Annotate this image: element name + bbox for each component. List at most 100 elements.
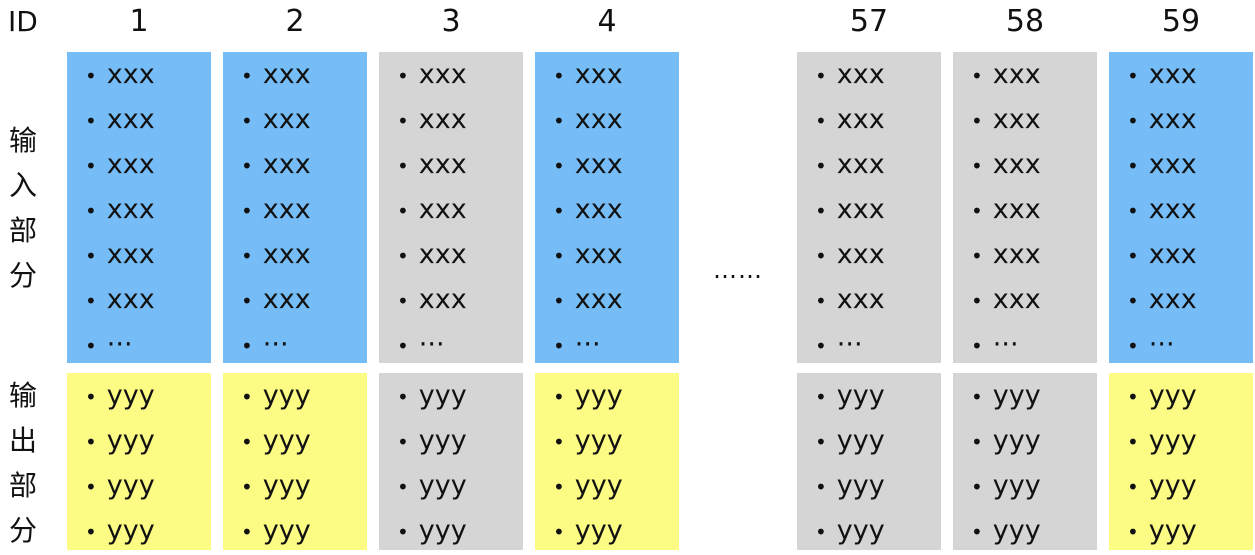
input-section-label: 输入部分 <box>0 118 46 298</box>
output-cell: • yyy • yyy • yyy • yyy <box>797 373 941 550</box>
input-item: • xxx <box>971 52 1041 97</box>
output-item-text: yyy <box>262 470 311 501</box>
output-item: • yyy <box>241 463 311 508</box>
input-item-text: xxx <box>418 239 467 270</box>
input-item-text: xxx <box>992 194 1041 225</box>
output-label-char: 部 <box>8 469 37 502</box>
input-label-char: 部 <box>8 214 37 247</box>
input-item: • xxx <box>241 97 311 142</box>
output-item: • yyy <box>85 508 155 553</box>
bullet-icon: • <box>397 334 409 358</box>
input-item: • xxx <box>553 187 623 232</box>
output-cell: • yyy • yyy • yyy • yyy <box>1109 373 1253 550</box>
input-item: • xxx <box>241 232 311 277</box>
bullet-icon: • <box>397 430 409 454</box>
input-item-text: xxx <box>836 149 885 180</box>
bullet-icon: • <box>1127 109 1139 133</box>
input-item: • xxx <box>397 187 467 232</box>
bullet-icon: • <box>971 430 983 454</box>
input-item: • xxx <box>553 52 623 97</box>
output-item-text: yyy <box>992 470 1041 501</box>
input-cell: • xxx • xxx • xxx • xxx • xxx • xxx • ··· <box>379 52 523 363</box>
bullet-icon: • <box>815 520 827 544</box>
bullet-icon: • <box>815 430 827 454</box>
bullet-icon: • <box>241 154 253 178</box>
output-item-text: yyy <box>262 515 311 546</box>
bullet-icon: • <box>85 385 97 409</box>
bullet-icon: • <box>1127 64 1139 88</box>
bullet-icon: • <box>971 109 983 133</box>
output-item: • yyy <box>553 463 623 508</box>
bullet-icon: • <box>815 334 827 358</box>
input-item-text: xxx <box>106 194 155 225</box>
input-item-text: xxx <box>1148 284 1197 315</box>
input-item-text: xxx <box>574 239 623 270</box>
output-item-text: yyy <box>1148 380 1197 411</box>
bullet-icon: • <box>971 244 983 268</box>
bullet-icon: • <box>1127 199 1139 223</box>
output-item: • yyy <box>241 508 311 553</box>
bullet-icon: • <box>241 244 253 268</box>
bullet-icon: • <box>85 334 97 358</box>
bullet-icon: • <box>553 64 565 88</box>
bullet-icon: • <box>1127 244 1139 268</box>
input-item: • xxx <box>553 232 623 277</box>
input-item: • xxx <box>553 277 623 322</box>
bullet-icon: • <box>397 199 409 223</box>
input-label-char: 入 <box>8 169 37 202</box>
bullet-icon: • <box>397 520 409 544</box>
bullet-icon: • <box>85 154 97 178</box>
output-item-text: yyy <box>992 380 1041 411</box>
input-item: • xxx <box>553 142 623 187</box>
input-item: • xxx <box>397 52 467 97</box>
bullet-icon: • <box>553 475 565 499</box>
input-cell: • xxx • xxx • xxx • xxx • xxx • xxx • ··· <box>67 52 211 363</box>
output-item-text: yyy <box>418 425 467 456</box>
input-cell: • xxx • xxx • xxx • xxx • xxx • xxx • ··· <box>1109 52 1253 363</box>
input-item: • ··· <box>397 322 445 367</box>
input-item: • xxx <box>1127 52 1197 97</box>
output-item-text: yyy <box>262 425 311 456</box>
input-item: • xxx <box>85 52 155 97</box>
bullet-icon: • <box>241 334 253 358</box>
input-item-text: xxx <box>836 284 885 315</box>
input-item-text: xxx <box>836 239 885 270</box>
input-item: • xxx <box>1127 277 1197 322</box>
input-item-text: xxx <box>106 149 155 180</box>
output-item: • yyy <box>397 418 467 463</box>
bullet-icon: • <box>241 430 253 454</box>
input-item-text: xxx <box>262 194 311 225</box>
input-item-text: xxx <box>106 59 155 90</box>
output-item: • yyy <box>553 373 623 418</box>
output-cell: • yyy • yyy • yyy • yyy <box>953 373 1097 550</box>
input-item-text: xxx <box>992 104 1041 135</box>
output-item-text: yyy <box>1148 425 1197 456</box>
bullet-icon: • <box>85 289 97 313</box>
input-item-text: ··· <box>106 329 133 360</box>
bullet-icon: • <box>1127 334 1139 358</box>
output-cell: • yyy • yyy • yyy • yyy <box>535 373 679 550</box>
input-item-text: xxx <box>836 59 885 90</box>
bullet-icon: • <box>553 520 565 544</box>
output-section-label: 输出部分 <box>0 373 46 553</box>
bullet-icon: • <box>85 244 97 268</box>
output-item-text: yyy <box>574 515 623 546</box>
input-item-text: xxx <box>574 284 623 315</box>
output-label-char: 分 <box>8 514 37 547</box>
input-label-char: 输 <box>8 124 37 157</box>
bullet-icon: • <box>397 475 409 499</box>
output-item: • yyy <box>241 373 311 418</box>
output-item: • yyy <box>397 373 467 418</box>
output-item: • yyy <box>1127 508 1197 553</box>
bullet-icon: • <box>397 244 409 268</box>
input-item: • xxx <box>815 187 885 232</box>
bullet-icon: • <box>397 154 409 178</box>
input-item: • xxx <box>241 277 311 322</box>
output-item-text: yyy <box>574 470 623 501</box>
bullet-icon: • <box>241 109 253 133</box>
bullet-icon: • <box>241 199 253 223</box>
input-item: • xxx <box>85 277 155 322</box>
bullet-icon: • <box>85 430 97 454</box>
bullet-icon: • <box>1127 289 1139 313</box>
input-item: • xxx <box>815 277 885 322</box>
